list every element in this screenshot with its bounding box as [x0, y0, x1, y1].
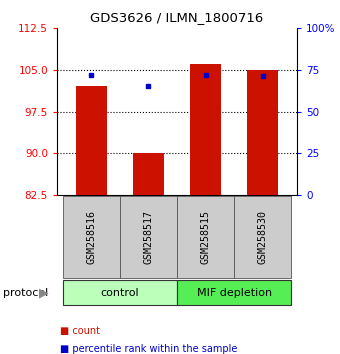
Bar	[234, 196, 291, 278]
Bar	[120, 196, 177, 278]
Text: MIF depletion: MIF depletion	[197, 287, 272, 297]
Text: GSM258515: GSM258515	[201, 210, 210, 264]
Text: ■ percentile rank within the sample: ■ percentile rank within the sample	[61, 344, 238, 354]
Bar	[63, 280, 177, 305]
Bar	[63, 196, 120, 278]
Title: GDS3626 / ILMN_1800716: GDS3626 / ILMN_1800716	[90, 11, 264, 24]
Text: control: control	[101, 287, 139, 297]
Text: ■ count: ■ count	[61, 326, 100, 336]
Bar	[177, 280, 291, 305]
Bar	[133, 153, 164, 195]
Bar	[75, 86, 107, 195]
Bar	[247, 70, 278, 195]
Text: protocol: protocol	[3, 287, 49, 297]
Text: GSM258530: GSM258530	[258, 210, 268, 264]
Bar	[177, 196, 234, 278]
Text: ▶: ▶	[38, 286, 48, 299]
Bar	[190, 64, 221, 195]
Text: GSM258517: GSM258517	[143, 210, 153, 264]
Text: GSM258516: GSM258516	[86, 210, 96, 264]
